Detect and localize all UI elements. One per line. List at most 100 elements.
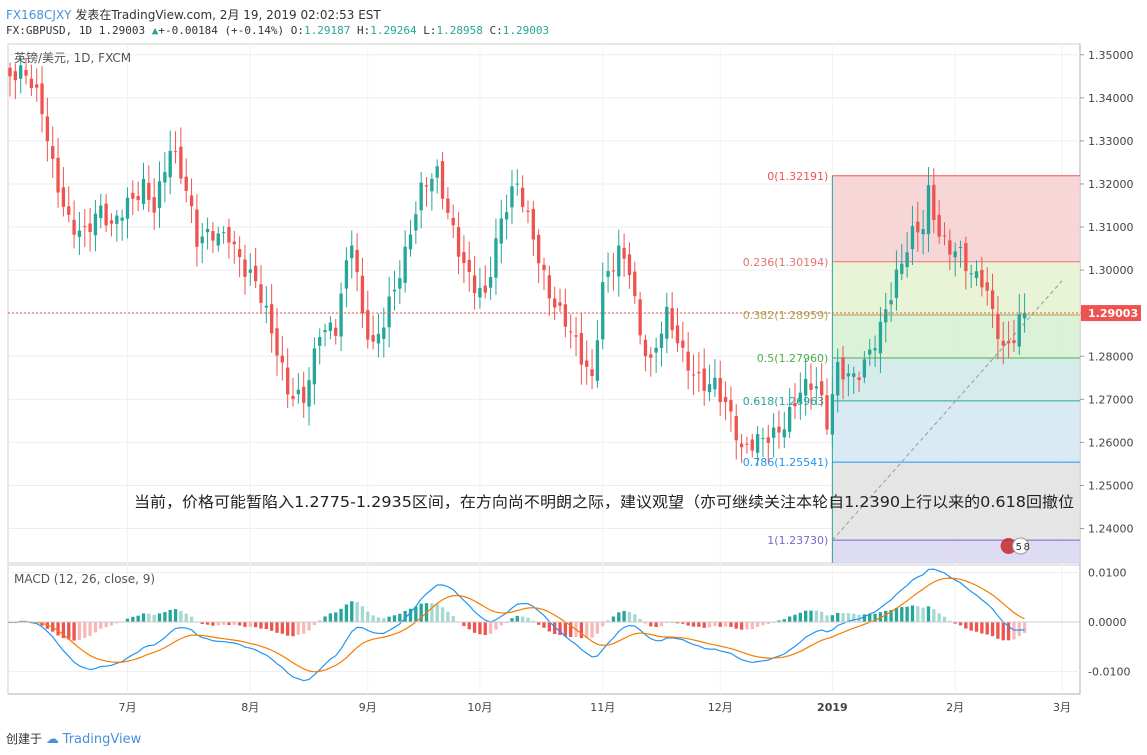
candle-body bbox=[499, 218, 503, 244]
candle-body bbox=[889, 300, 893, 305]
macd-histogram-bar bbox=[686, 622, 690, 626]
price-tick-label: 1.25000 bbox=[1088, 479, 1134, 492]
macd-histogram-bar bbox=[862, 614, 867, 623]
last-price: 1.29003 bbox=[98, 24, 146, 37]
candle-body bbox=[510, 186, 514, 208]
macd-histogram-bar bbox=[633, 614, 637, 623]
macd-histogram-bar bbox=[531, 620, 535, 623]
candle-body bbox=[99, 205, 103, 219]
candle-body bbox=[403, 246, 407, 283]
candle-body bbox=[921, 229, 925, 235]
macd-histogram-bar bbox=[787, 616, 792, 623]
macd-histogram-bar bbox=[729, 622, 733, 627]
candle-body bbox=[446, 198, 450, 213]
candle-body bbox=[67, 206, 71, 215]
candle-body bbox=[243, 259, 247, 277]
candle-body bbox=[334, 327, 338, 336]
macd-histogram-bar bbox=[766, 622, 770, 625]
candle-body bbox=[633, 271, 637, 297]
macd-histogram-bar bbox=[910, 605, 915, 623]
candle-body bbox=[649, 354, 653, 358]
candle-body bbox=[467, 259, 471, 272]
price-tick-label: 1.27000 bbox=[1088, 393, 1134, 406]
macd-histogram-bar bbox=[750, 622, 754, 629]
macd-histogram-bar bbox=[264, 622, 268, 630]
macd-histogram-bar bbox=[884, 610, 888, 623]
macd-histogram-bar bbox=[836, 612, 840, 623]
macd-histogram-bar bbox=[125, 618, 130, 623]
candle-body bbox=[953, 251, 957, 258]
macd-histogram-bar bbox=[269, 622, 274, 631]
candle-body bbox=[51, 146, 55, 159]
candle-body bbox=[173, 151, 178, 153]
candle-body bbox=[472, 275, 477, 294]
candle-body bbox=[579, 332, 584, 365]
macd-histogram-bar bbox=[478, 622, 482, 635]
publisher-name[interactable]: FX168CJXY bbox=[6, 8, 72, 22]
fib-band bbox=[832, 540, 1080, 563]
candle-body bbox=[803, 378, 808, 396]
candle-body bbox=[205, 228, 210, 233]
candle-body bbox=[13, 71, 18, 81]
macd-histogram-bar bbox=[302, 622, 306, 634]
macd-histogram-bar bbox=[980, 622, 984, 634]
macd-histogram-bar bbox=[147, 613, 151, 623]
candle-body bbox=[627, 254, 632, 276]
candle-body bbox=[350, 245, 354, 259]
candle-body bbox=[910, 226, 915, 250]
macd-histogram-bar bbox=[585, 622, 589, 638]
macd-histogram-bar bbox=[889, 610, 893, 623]
macd-histogram-bar bbox=[104, 622, 108, 628]
macd-histogram-bar bbox=[990, 622, 995, 637]
macd-histogram-bar bbox=[296, 622, 301, 635]
macd-histogram-bar bbox=[1006, 622, 1011, 641]
candle-body bbox=[884, 309, 888, 323]
macd-histogram-bar bbox=[638, 618, 642, 623]
macd-histogram-bar bbox=[697, 622, 701, 627]
macd-histogram-bar bbox=[93, 622, 98, 633]
current-price-tag bbox=[1081, 305, 1141, 322]
macd-histogram-bar bbox=[307, 622, 311, 631]
macd-histogram-bar bbox=[67, 622, 71, 640]
macd-histogram-bar bbox=[852, 613, 856, 623]
macd-histogram-bar bbox=[734, 622, 738, 629]
candle-body bbox=[147, 182, 151, 200]
up-triangle-icon: ▲ bbox=[151, 24, 159, 37]
macd-histogram-bar bbox=[221, 622, 226, 625]
time-tick-label: 11月 bbox=[590, 701, 615, 714]
candle-body bbox=[184, 176, 188, 191]
macd-histogram-bar bbox=[483, 622, 487, 636]
candle-body bbox=[836, 361, 840, 396]
tradingview-brand[interactable]: TradingView bbox=[62, 732, 142, 747]
price-tick-label: 1.24000 bbox=[1088, 523, 1134, 536]
candle-body bbox=[93, 213, 98, 236]
macd-histogram-bar bbox=[510, 618, 514, 623]
macd-histogram-bar bbox=[387, 616, 391, 623]
time-tick-label: 7月 bbox=[118, 701, 136, 714]
candle-body bbox=[344, 260, 349, 289]
candle-body bbox=[707, 384, 712, 393]
candle-body bbox=[739, 443, 744, 448]
macd-histogram-bar bbox=[563, 622, 568, 637]
macd-histogram-bar bbox=[969, 622, 973, 631]
macd-histogram-bar bbox=[403, 610, 407, 623]
fib-band bbox=[832, 314, 1080, 358]
open-value: 1.29187 bbox=[304, 24, 351, 37]
candle-body bbox=[8, 67, 12, 77]
macd-histogram-bar bbox=[184, 613, 188, 623]
candle-body bbox=[259, 284, 263, 303]
macd-histogram-bar bbox=[707, 622, 712, 628]
macd-histogram-bar bbox=[99, 622, 103, 629]
candle-body bbox=[152, 197, 156, 213]
candle-body bbox=[88, 223, 92, 233]
macd-histogram-bar bbox=[232, 622, 236, 625]
macd-histogram-bar bbox=[499, 622, 503, 626]
candle-body bbox=[846, 373, 851, 377]
macd-histogram-bar bbox=[398, 613, 402, 623]
macd-histogram-bar bbox=[558, 622, 562, 636]
macd-histogram-bar bbox=[189, 616, 194, 623]
macd-histogram-bar bbox=[312, 622, 317, 626]
candle-body bbox=[574, 335, 578, 337]
macd-histogram-bar bbox=[681, 622, 685, 624]
